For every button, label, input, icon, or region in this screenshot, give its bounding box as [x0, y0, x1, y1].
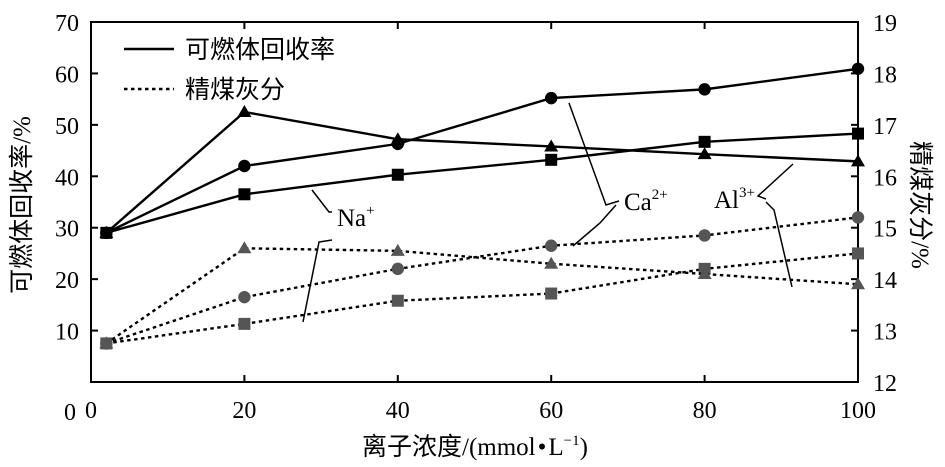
square-marker: [238, 188, 251, 201]
circle-marker: [851, 62, 865, 75]
leader-ca-bottom: [572, 204, 617, 247]
plot-border: [90, 21, 859, 383]
axis-ticks: 0 20 40 60 80 100 0 10 20 30 40 50 60 70 12 13 14 15 16 17 1…: [55, 11, 897, 426]
triangle-marker: [697, 147, 712, 160]
square-marker: [238, 317, 251, 330]
legend-label-ash: 精煤灰分: [185, 76, 285, 104]
triangle-marker: [99, 225, 114, 238]
y-left-tick-label: 0: [64, 400, 76, 426]
leader-al-top: [756, 163, 794, 200]
x-tick-label: 40: [386, 398, 410, 424]
square-marker: [545, 153, 558, 166]
series-line: [105, 247, 859, 345]
series-recovery-Al3plus: [99, 105, 865, 238]
x-tick-label: 60: [539, 398, 563, 424]
x-tick-label: 0: [85, 398, 97, 424]
circle-marker: [545, 91, 558, 105]
y-left-tick-label: 20: [55, 268, 79, 294]
series-line: [106, 252, 859, 345]
triangle-marker: [390, 132, 405, 145]
leader-na-top: [311, 189, 332, 213]
circle-marker: [851, 211, 865, 224]
y-left-tick-label: 50: [55, 114, 79, 140]
series-line: [105, 67, 859, 234]
circle-marker: [698, 83, 711, 96]
x-tick-label: 20: [232, 398, 256, 424]
annotation-na: Na+: [337, 203, 375, 232]
circle-marker: [545, 239, 558, 252]
y-left-tick-label: 30: [55, 217, 79, 243]
triangle-marker: [851, 277, 865, 290]
annotations: Na+ Ca2+ Al3+: [302, 102, 794, 323]
y-left-tick-label: 10: [55, 320, 79, 346]
square-marker: [852, 247, 864, 260]
triangle-marker: [544, 139, 559, 152]
triangle-marker: [237, 241, 252, 254]
triangle-marker: [544, 256, 559, 269]
annotation-al: Al3+: [714, 185, 755, 214]
y-right-tick-label: 19: [873, 11, 897, 37]
triangle-marker: [851, 154, 865, 167]
y-axis-title-right: 精煤灰分/%: [906, 141, 934, 269]
series-line: [105, 216, 859, 345]
triangle-marker: [697, 267, 712, 279]
series-layer: [99, 62, 865, 350]
series-ash-Ca2plus: [100, 211, 865, 350]
y-left-tick-label: 60: [55, 62, 79, 88]
leader-al-bottom: [765, 201, 793, 288]
series-ash-Al3plus: [99, 241, 865, 349]
series-line: [105, 110, 859, 234]
y-right-tick-label: 18: [873, 62, 897, 88]
y-right-tick-label: 13: [873, 320, 897, 346]
plot-frame: [90, 21, 859, 383]
y-right-tick-label: 14: [873, 268, 897, 294]
square-marker: [698, 135, 711, 148]
triangle-marker: [99, 336, 114, 349]
series-ash-Naplus: [100, 247, 864, 350]
legend-label-recovery: 可燃体回收率: [185, 36, 335, 64]
y-axis-title-left: 可燃体回收率/%: [8, 116, 36, 294]
y-left-tick-label: 70: [55, 11, 79, 37]
square-marker: [852, 127, 864, 140]
y-right-tick-label: 12: [873, 371, 897, 397]
circle-marker: [238, 159, 251, 173]
square-marker: [391, 294, 404, 307]
y-right-tick-label: 15: [873, 217, 897, 243]
square-marker: [545, 287, 558, 300]
triangle-marker: [390, 243, 405, 256]
circle-marker: [238, 290, 251, 304]
x-tick-label: 80: [693, 398, 717, 424]
annotation-ca: Ca2+: [624, 187, 668, 216]
circle-marker: [391, 262, 404, 276]
x-tick-label: 100: [840, 398, 876, 424]
leader-ca-top: [568, 102, 620, 206]
y-right-tick-label: 17: [873, 114, 897, 140]
series-line: [106, 132, 859, 235]
triangle-marker: [237, 105, 252, 117]
circle-marker: [698, 229, 711, 242]
y-right-tick-label: 16: [873, 165, 897, 191]
x-axis-title: 离子浓度/(mmol•L−1): [362, 433, 588, 461]
square-marker: [391, 168, 404, 181]
y-left-tick-label: 40: [55, 165, 79, 191]
leader-na-bottom: [302, 239, 333, 323]
